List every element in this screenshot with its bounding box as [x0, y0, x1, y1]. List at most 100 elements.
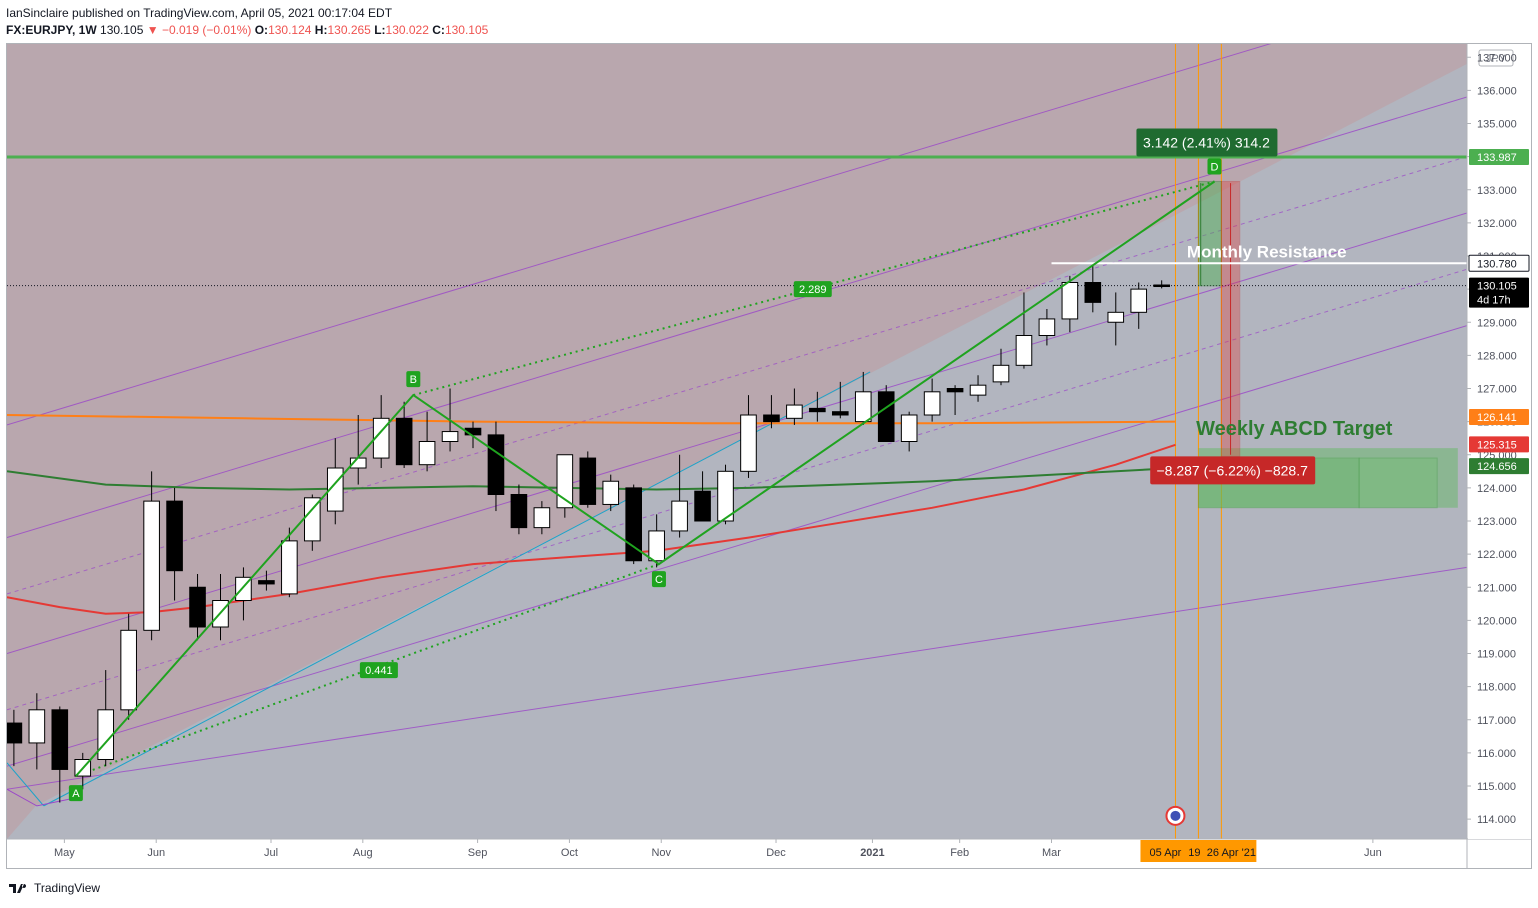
candle [854, 391, 872, 423]
y-tick-label: 114.000 [1477, 814, 1516, 826]
ratio-label-bd [793, 281, 832, 298]
candle [900, 414, 918, 442]
open-value: 130.124 [268, 23, 312, 37]
price-axis-label [1468, 254, 1530, 272]
channel-line [7, 788, 70, 807]
symbol-line: FX:EURJPY, 1W 130.105 ▼ −0.019 (−0.01%) … [6, 22, 488, 39]
x-tick-label: Jun [1364, 847, 1382, 859]
x-highlight-mid: 19 [1188, 847, 1200, 859]
ratio-label-bd-text: 2.289 [799, 284, 827, 296]
candle [1107, 311, 1125, 323]
candle [418, 441, 436, 466]
event-marker-icon-inner [1170, 810, 1181, 821]
y-tick-label: 122.000 [1477, 549, 1517, 561]
candle [1038, 318, 1056, 336]
price-axis-label [1469, 277, 1529, 308]
candle [740, 414, 757, 472]
candle [1015, 335, 1033, 366]
candle [992, 364, 1010, 383]
candle [602, 480, 620, 505]
x-highlight-start: 05 Apr [1150, 847, 1182, 859]
monthly-resistance-label: Monthly Resistance [1187, 243, 1347, 262]
point-label-d [1207, 158, 1222, 175]
x-tick-label: Dec [766, 847, 786, 859]
x-tick-label: Nov [651, 847, 671, 859]
candle [763, 414, 780, 423]
close-value: 130.105 [444, 23, 489, 37]
footer: TradingView [8, 881, 100, 895]
candle [579, 457, 597, 505]
x-axis-panel [7, 840, 1531, 868]
channel-line [7, 325, 1467, 767]
price-axis-label-text: 130.105 [1477, 281, 1517, 293]
abcd-pattern-line [75, 180, 1216, 777]
x-highlight-range [1140, 840, 1257, 862]
candle [258, 580, 275, 585]
point-label-c-text: C [655, 574, 663, 586]
candle [441, 431, 459, 442]
x-tick-label: Jun [147, 847, 165, 859]
channel-line [7, 566, 1467, 790]
candle [786, 404, 803, 419]
tradingview-logo-icon [8, 881, 30, 895]
x-tick-label: Mar [1042, 847, 1061, 859]
y-tick-label: 124.000 [1477, 483, 1517, 495]
target-zone-right [1358, 457, 1438, 509]
candle [395, 417, 413, 466]
point-label-d-text: D [1211, 161, 1219, 173]
chart-header: IanSinclaire published on TradingView.co… [6, 5, 488, 39]
x-tick-label: 2021 [860, 847, 884, 859]
chart-area[interactable]: A B C D 2.289 0.441 3.142 (2.41%) 314.2 −8.287 … [6, 43, 1532, 869]
down-measure-label-text: −8.287 (−6.22%) −828.7 [1157, 462, 1309, 478]
price-axis-label-text: 126.141 [1477, 412, 1517, 424]
y-tick-label: 121.000 [1477, 582, 1517, 594]
candle [1153, 284, 1170, 288]
y-tick-label: 120.000 [1477, 615, 1517, 627]
candle [487, 434, 505, 495]
y-tick-label: 129.000 [1477, 317, 1517, 329]
ratio-label-ac [359, 662, 398, 679]
candle [97, 709, 115, 760]
point-label-b [406, 371, 421, 388]
x-tick-label: Feb [950, 847, 969, 859]
candle [51, 709, 69, 770]
ac-dotted-line [75, 563, 660, 778]
candle [189, 586, 206, 628]
channel-line [7, 96, 1467, 539]
candle [809, 407, 826, 413]
y-tick-label: 117.000 [1477, 715, 1516, 727]
price-axis-label [1469, 458, 1529, 475]
point-label-c [651, 571, 666, 588]
ma-orange-line [7, 414, 1176, 425]
candle [625, 487, 643, 562]
candle [1130, 288, 1148, 313]
x-tick-label: Aug [353, 847, 373, 859]
candle [7, 722, 23, 744]
x-highlight-end: 26 Apr '21 [1207, 847, 1256, 859]
currency-badge [1478, 49, 1514, 67]
close-label: C: [432, 23, 445, 37]
x-tick-label: May [54, 847, 75, 859]
fib-line [7, 762, 45, 807]
channel-dashed-line [7, 156, 1467, 595]
symbol-name: FX:EURJPY, 1W [6, 23, 97, 37]
candle [694, 490, 711, 522]
candle [969, 384, 987, 396]
price-axis-label [1469, 408, 1529, 425]
candle [533, 507, 551, 529]
candle [923, 391, 941, 416]
candle [946, 388, 964, 393]
price-axis-label-text: 133.987 [1477, 152, 1517, 164]
price-axis-label [1469, 436, 1529, 453]
y-tick-label: 135.000 [1477, 119, 1517, 131]
price-axis-countdown: 4d 17h [1477, 295, 1511, 307]
low-label: L: [374, 23, 386, 37]
price-chart[interactable]: A B C D 2.289 0.441 3.142 (2.41%) 314.2 −8.287 … [7, 44, 1531, 868]
candle [671, 500, 688, 532]
candle [143, 500, 160, 631]
low-value: 130.022 [385, 23, 429, 37]
y-tick-label: 127.000 [1477, 384, 1517, 396]
channel-line [7, 44, 1272, 426]
y-tick-label: 119.000 [1477, 649, 1516, 661]
y-tick-label: 133.000 [1477, 185, 1517, 197]
